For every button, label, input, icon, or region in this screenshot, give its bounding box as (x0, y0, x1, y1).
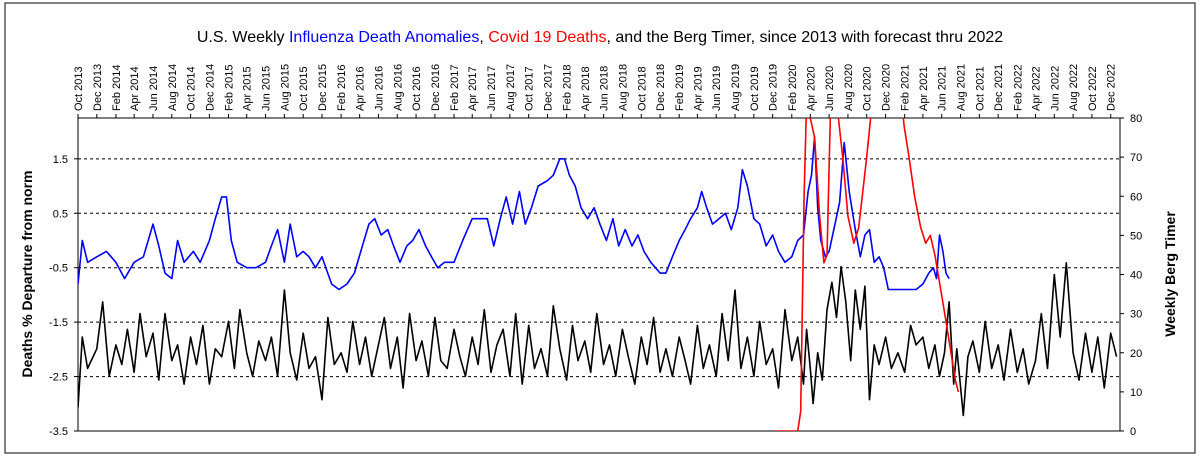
berg-timer-line (78, 261, 1118, 417)
x-tick-label: Aug 2016 (392, 64, 404, 111)
title-part-3: Covid 19 Deaths (488, 29, 606, 46)
x-tick-label: Dec 2017 (542, 64, 554, 111)
y-axis-right-ticks: 0 10 20 30 40 50 60 70 80 (1120, 113, 1142, 438)
x-tick-label: Jun 2018 (599, 66, 611, 111)
x-tick-label: Dec 2021 (993, 64, 1005, 111)
title-part-0: U.S. Weekly (197, 29, 289, 46)
x-tick-label: Aug 2017 (505, 64, 517, 111)
x-tick-label: Oct 2013 (73, 66, 85, 111)
x-tick-label: Apr 2014 (129, 66, 141, 111)
x-tick-label: Aug 2021 (956, 64, 968, 111)
x-tick-label: Jun 2020 (824, 66, 836, 111)
x-tick-label: Apr 2019 (692, 66, 704, 111)
y-left-tick-label: 1.5 (53, 154, 68, 166)
y-right-tick-label: 50 (1130, 230, 1142, 242)
y-right-tick-label: 20 (1130, 348, 1142, 360)
y-axis-left-title: Deaths % Departure from norm (19, 171, 35, 378)
x-tick-label: Apr 2020 (805, 66, 817, 111)
title-part-1: Influenza Death Anomalies (289, 29, 479, 46)
y-axis-left-ticks: -3.5 -2.5 -1.5 -0.5 0.5 1.5 (49, 154, 78, 438)
x-tick-label: Feb 2022 (1012, 65, 1024, 111)
x-tick-label: Aug 2019 (730, 64, 742, 111)
x-tick-label: Dec 2022 (1106, 64, 1118, 111)
y-left-tick-label: -3.5 (49, 426, 68, 438)
series-lines (78, 118, 1118, 431)
x-tick-label: Oct 2020 (862, 66, 874, 111)
x-tick-label: Apr 2021 (918, 66, 930, 111)
x-tick-label: Feb 2014 (111, 65, 123, 111)
x-tick-label: Oct 2015 (298, 66, 310, 111)
x-tick-label: Dec 2020 (881, 64, 893, 111)
x-tick-label: Feb 2015 (224, 65, 236, 111)
x-tick-label: Oct 2017 (524, 66, 536, 111)
y-left-tick-label: -2.5 (49, 372, 68, 384)
x-tick-label: Jun 2015 (261, 66, 273, 111)
x-tick-label: Jun 2017 (486, 66, 498, 111)
y-left-tick-label: 0.5 (53, 208, 68, 220)
x-tick-label: Oct 2018 (636, 66, 648, 111)
x-tick-label: Dec 2015 (317, 64, 329, 111)
x-tick-label: Aug 2014 (167, 64, 179, 111)
x-tick-label: Dec 2019 (768, 64, 780, 111)
y-right-tick-label: 40 (1130, 270, 1142, 282)
x-tick-label: Aug 2020 (843, 64, 855, 111)
x-tick-label: Dec 2016 (430, 64, 442, 111)
x-tick-label: Jun 2021 (937, 66, 949, 111)
x-tick-label: Apr 2015 (242, 66, 254, 111)
x-tick-label: Jun 2016 (373, 66, 385, 111)
x-tick-label: Feb 2019 (674, 65, 686, 111)
y-axis-right-title: Weekly Berg Timer (1162, 211, 1178, 337)
x-tick-label: Feb 2020 (787, 65, 799, 111)
x-tick-label: Feb 2021 (900, 65, 912, 111)
x-tick-label: Oct 2021 (974, 66, 986, 111)
x-tick-label: Dec 2014 (204, 64, 216, 111)
y-right-tick-label: 80 (1130, 113, 1142, 125)
x-tick-label: Oct 2014 (186, 66, 198, 111)
y-right-tick-label: 0 (1130, 426, 1136, 438)
chart-frame (4, 2, 1196, 454)
y-right-tick-label: 10 (1130, 387, 1142, 399)
x-tick-label: Dec 2018 (655, 64, 667, 111)
x-tick-label: Aug 2018 (617, 64, 629, 111)
x-tick-label: Jun 2014 (148, 66, 160, 111)
covid-deaths-line (775, 118, 960, 431)
x-tick-label: Oct 2022 (1087, 66, 1099, 111)
x-tick-label: Jun 2022 (1049, 66, 1061, 111)
x-tick-label: Dec 2013 (92, 64, 104, 111)
x-tick-label: Oct 2019 (749, 66, 761, 111)
title-part-2: , (479, 29, 488, 46)
x-tick-label: Aug 2022 (1068, 64, 1080, 111)
x-axis-ticks: Oct 2013 Dec 2013 Feb 2014 Apr 2014 Jun 2014… (73, 64, 1118, 118)
x-tick-label: Apr 2022 (1030, 66, 1042, 111)
chart-title: U.S. Weekly Influenza Death Anomalies, C… (197, 29, 1003, 46)
y-left-tick-label: -1.5 (49, 317, 68, 329)
x-tick-label: Feb 2017 (449, 65, 461, 111)
y-right-tick-label: 30 (1130, 309, 1142, 321)
x-tick-label: Feb 2016 (336, 65, 348, 111)
x-tick-label: Jun 2019 (711, 66, 723, 111)
x-tick-label: Aug 2015 (279, 64, 291, 111)
y-right-tick-label: 60 (1130, 191, 1142, 203)
x-tick-label: Oct 2016 (411, 66, 423, 111)
x-tick-label: Apr 2018 (580, 66, 592, 111)
x-tick-label: Feb 2018 (562, 65, 574, 111)
y-left-tick-label: -0.5 (49, 263, 68, 275)
influenza-anomaly-line (78, 136, 950, 291)
x-tick-label: Apr 2016 (355, 66, 367, 111)
title-part-4: , and the Berg Timer, since 2013 with fo… (607, 29, 1004, 46)
x-tick-label: Apr 2017 (467, 66, 479, 111)
y-right-tick-label: 70 (1130, 152, 1142, 164)
